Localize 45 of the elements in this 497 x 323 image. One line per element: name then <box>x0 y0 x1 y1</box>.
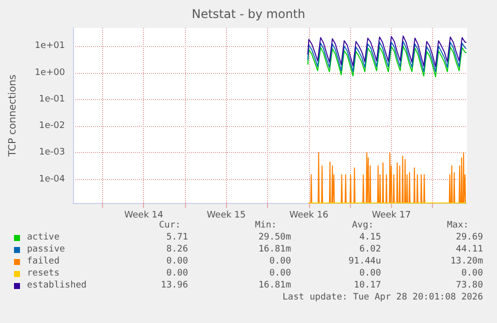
x-tick-label: Week 14 <box>124 210 164 220</box>
line-series <box>307 46 467 78</box>
chart-title: Netstat - by month <box>192 7 306 21</box>
y-tick-label: 1e-03 <box>39 148 65 158</box>
text: 29.50m <box>258 232 292 242</box>
text: 10.17 <box>354 280 381 290</box>
y-tick-label: 1e-01 <box>39 94 65 104</box>
x-tick-label: Week 15 <box>206 210 246 220</box>
line-series <box>307 40 467 72</box>
text: 0.00 <box>359 268 382 278</box>
text: 8.26 <box>166 244 188 254</box>
text: 13.20m <box>450 256 484 266</box>
y-axis-title: TCP connections <box>8 74 18 158</box>
text: 16.81m <box>258 280 292 290</box>
text: 13.96 <box>160 280 188 290</box>
x-tick-label: Week 17 <box>372 210 411 220</box>
legend-label: active <box>27 232 60 242</box>
text: Min: <box>255 220 277 230</box>
text: 29.69 <box>456 232 483 242</box>
line-series <box>307 36 467 68</box>
y-tick-label: 1e+01 <box>34 41 65 52</box>
legend-label: resets <box>27 268 60 278</box>
y-tick-label: 1e-02 <box>39 121 65 132</box>
text: 91.44u <box>348 256 382 266</box>
y-tick-label: 1e+00 <box>34 68 66 78</box>
text: Last update: Tue Apr 28 20:01:08 2026 <box>282 292 483 302</box>
text: 44.11 <box>456 244 483 254</box>
text: 73.80 <box>456 280 483 290</box>
text: 6.02 <box>359 244 382 254</box>
text: 5.71 <box>166 232 188 242</box>
text: Cur: <box>159 220 181 230</box>
text: 4.15 <box>359 232 382 242</box>
x-tick-label: Week 16 <box>289 210 329 220</box>
text: 16.81m <box>258 244 292 254</box>
legend-label: passive <box>27 244 65 254</box>
y-tick-label: 1e-04 <box>39 174 66 184</box>
text: 0.00 <box>269 268 292 278</box>
text: 0.00 <box>166 256 188 266</box>
legend-label: failed <box>27 256 60 266</box>
text: 0.00 <box>461 268 484 278</box>
text: 0.00 <box>166 268 188 278</box>
legend-label: established <box>27 280 87 290</box>
text: 0.00 <box>269 256 292 266</box>
text: Max: <box>447 220 469 230</box>
text: Avg: <box>352 220 374 230</box>
